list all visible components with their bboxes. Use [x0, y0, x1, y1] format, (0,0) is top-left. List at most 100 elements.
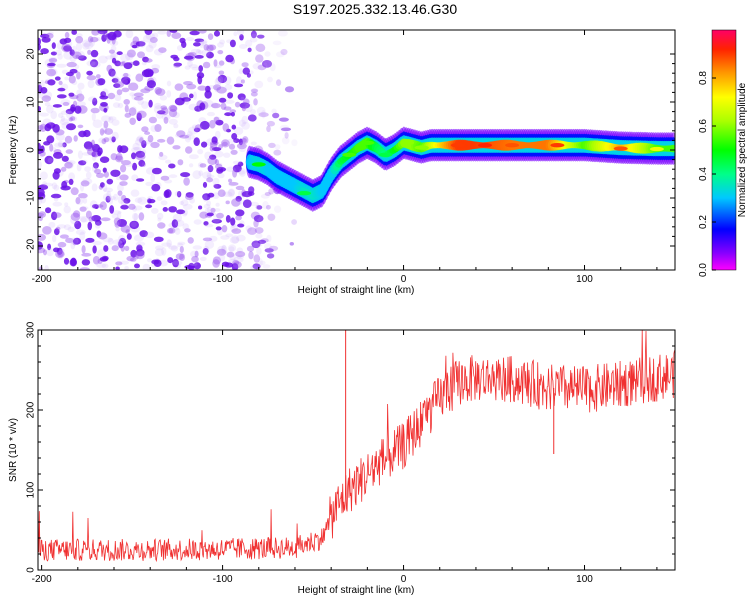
- noise-speckle: [184, 228, 191, 233]
- noise-speckle: [100, 130, 108, 134]
- noise-speckle: [47, 62, 56, 67]
- noise-speckle: [142, 263, 151, 270]
- noise-speckle: [73, 237, 81, 245]
- noise-speckle: [166, 239, 172, 248]
- noise-speckle: [48, 58, 58, 63]
- noise-speckle: [52, 123, 60, 133]
- noise-speckle: [205, 85, 211, 93]
- noise-speckle: [116, 61, 126, 67]
- noise-speckle: [221, 225, 228, 233]
- noise-speckle: [221, 244, 227, 251]
- ridge-layer: [245, 126, 675, 212]
- noise-speckle: [222, 191, 233, 197]
- ridge-peak: [378, 152, 393, 157]
- noise-speckle: [250, 141, 257, 146]
- noise-speckle: [71, 45, 77, 54]
- noise-speckle: [120, 53, 131, 62]
- noise-speckle: [218, 144, 223, 149]
- noise-speckle: [235, 195, 242, 202]
- noise-speckle: [56, 224, 67, 229]
- noise-speckle: [211, 103, 221, 109]
- noise-speckle: [192, 245, 202, 250]
- noise-speckle: [44, 123, 52, 132]
- noise-speckle: [81, 252, 92, 257]
- noise-speckle: [172, 258, 180, 268]
- noise-speckle: [173, 123, 179, 129]
- noise-speckle: [79, 231, 86, 240]
- noise-speckle: [99, 256, 108, 262]
- noise-speckle: [186, 83, 197, 90]
- noise-speckle: [274, 205, 282, 213]
- ridge-peak: [477, 143, 492, 148]
- noise-speckle: [273, 149, 282, 156]
- noise-speckle: [235, 209, 245, 217]
- noise-speckle: [219, 39, 226, 45]
- noise-speckle: [245, 39, 253, 47]
- noise-speckle: [69, 68, 78, 74]
- noise-speckle: [206, 165, 215, 171]
- noise-speckle: [175, 253, 185, 260]
- noise-speckle: [254, 80, 264, 89]
- noise-speckle: [111, 210, 122, 215]
- ridge-peak: [342, 152, 357, 157]
- noise-speckle: [226, 251, 235, 258]
- noise-speckle: [177, 243, 184, 248]
- noise-speckle: [96, 37, 101, 42]
- noise-speckle: [91, 151, 96, 157]
- noise-speckle: [38, 215, 43, 222]
- noise-speckle: [97, 151, 102, 157]
- noise-speckle: [91, 215, 101, 222]
- noise-speckle: [154, 248, 165, 257]
- noise-speckle: [176, 209, 186, 215]
- noise-speckle: [194, 250, 199, 258]
- noise-speckle: [129, 117, 136, 126]
- noise-speckle: [52, 104, 63, 108]
- noise-speckle: [41, 36, 51, 43]
- noise-speckle: [73, 210, 81, 218]
- noise-speckle: [92, 162, 99, 169]
- noise-speckle: [134, 197, 143, 203]
- ridge-peak: [550, 143, 565, 148]
- noise-speckle: [235, 185, 245, 191]
- noise-speckle: [276, 51, 285, 58]
- noise-speckle: [91, 143, 101, 153]
- noise-speckle: [92, 245, 97, 254]
- noise-speckle: [71, 30, 77, 35]
- noise-speckle: [103, 187, 114, 193]
- noise-speckle: [148, 69, 154, 77]
- noise-speckle: [253, 98, 258, 106]
- noise-speckle: [133, 92, 144, 98]
- noise-speckle: [172, 226, 180, 231]
- noise-speckle: [231, 124, 237, 130]
- noise-speckle: [115, 261, 123, 266]
- noise-speckle: [284, 86, 295, 93]
- noise-speckle: [109, 205, 115, 214]
- noise-speckle: [223, 267, 230, 270]
- noise-speckle: [111, 245, 119, 252]
- noise-speckle: [199, 120, 210, 130]
- noise-speckle: [217, 172, 225, 179]
- snr-xlabel: Height of straight line (km): [298, 585, 415, 596]
- noise-speckle: [169, 30, 178, 33]
- noise-speckle: [88, 216, 95, 222]
- noise-speckle: [48, 57, 58, 61]
- noise-speckle: [280, 48, 288, 56]
- noise-speckle: [104, 128, 114, 135]
- noise-speckle: [279, 124, 290, 132]
- noise-speckle: [239, 102, 250, 109]
- noise-speckle: [206, 200, 212, 207]
- noise-speckle: [202, 248, 209, 255]
- noise-speckle: [185, 193, 194, 201]
- noise-speckle: [220, 235, 230, 240]
- noise-speckle: [228, 182, 239, 186]
- noise-speckle: [231, 228, 242, 234]
- noise-speckle: [204, 208, 211, 214]
- noise-speckle: [46, 104, 54, 114]
- ridge-peak: [360, 140, 375, 145]
- noise-speckle: [111, 57, 117, 64]
- noise-speckle: [117, 145, 123, 153]
- noise-speckle: [164, 179, 173, 184]
- noise-speckle: [223, 152, 231, 158]
- noise-speckle: [274, 144, 281, 150]
